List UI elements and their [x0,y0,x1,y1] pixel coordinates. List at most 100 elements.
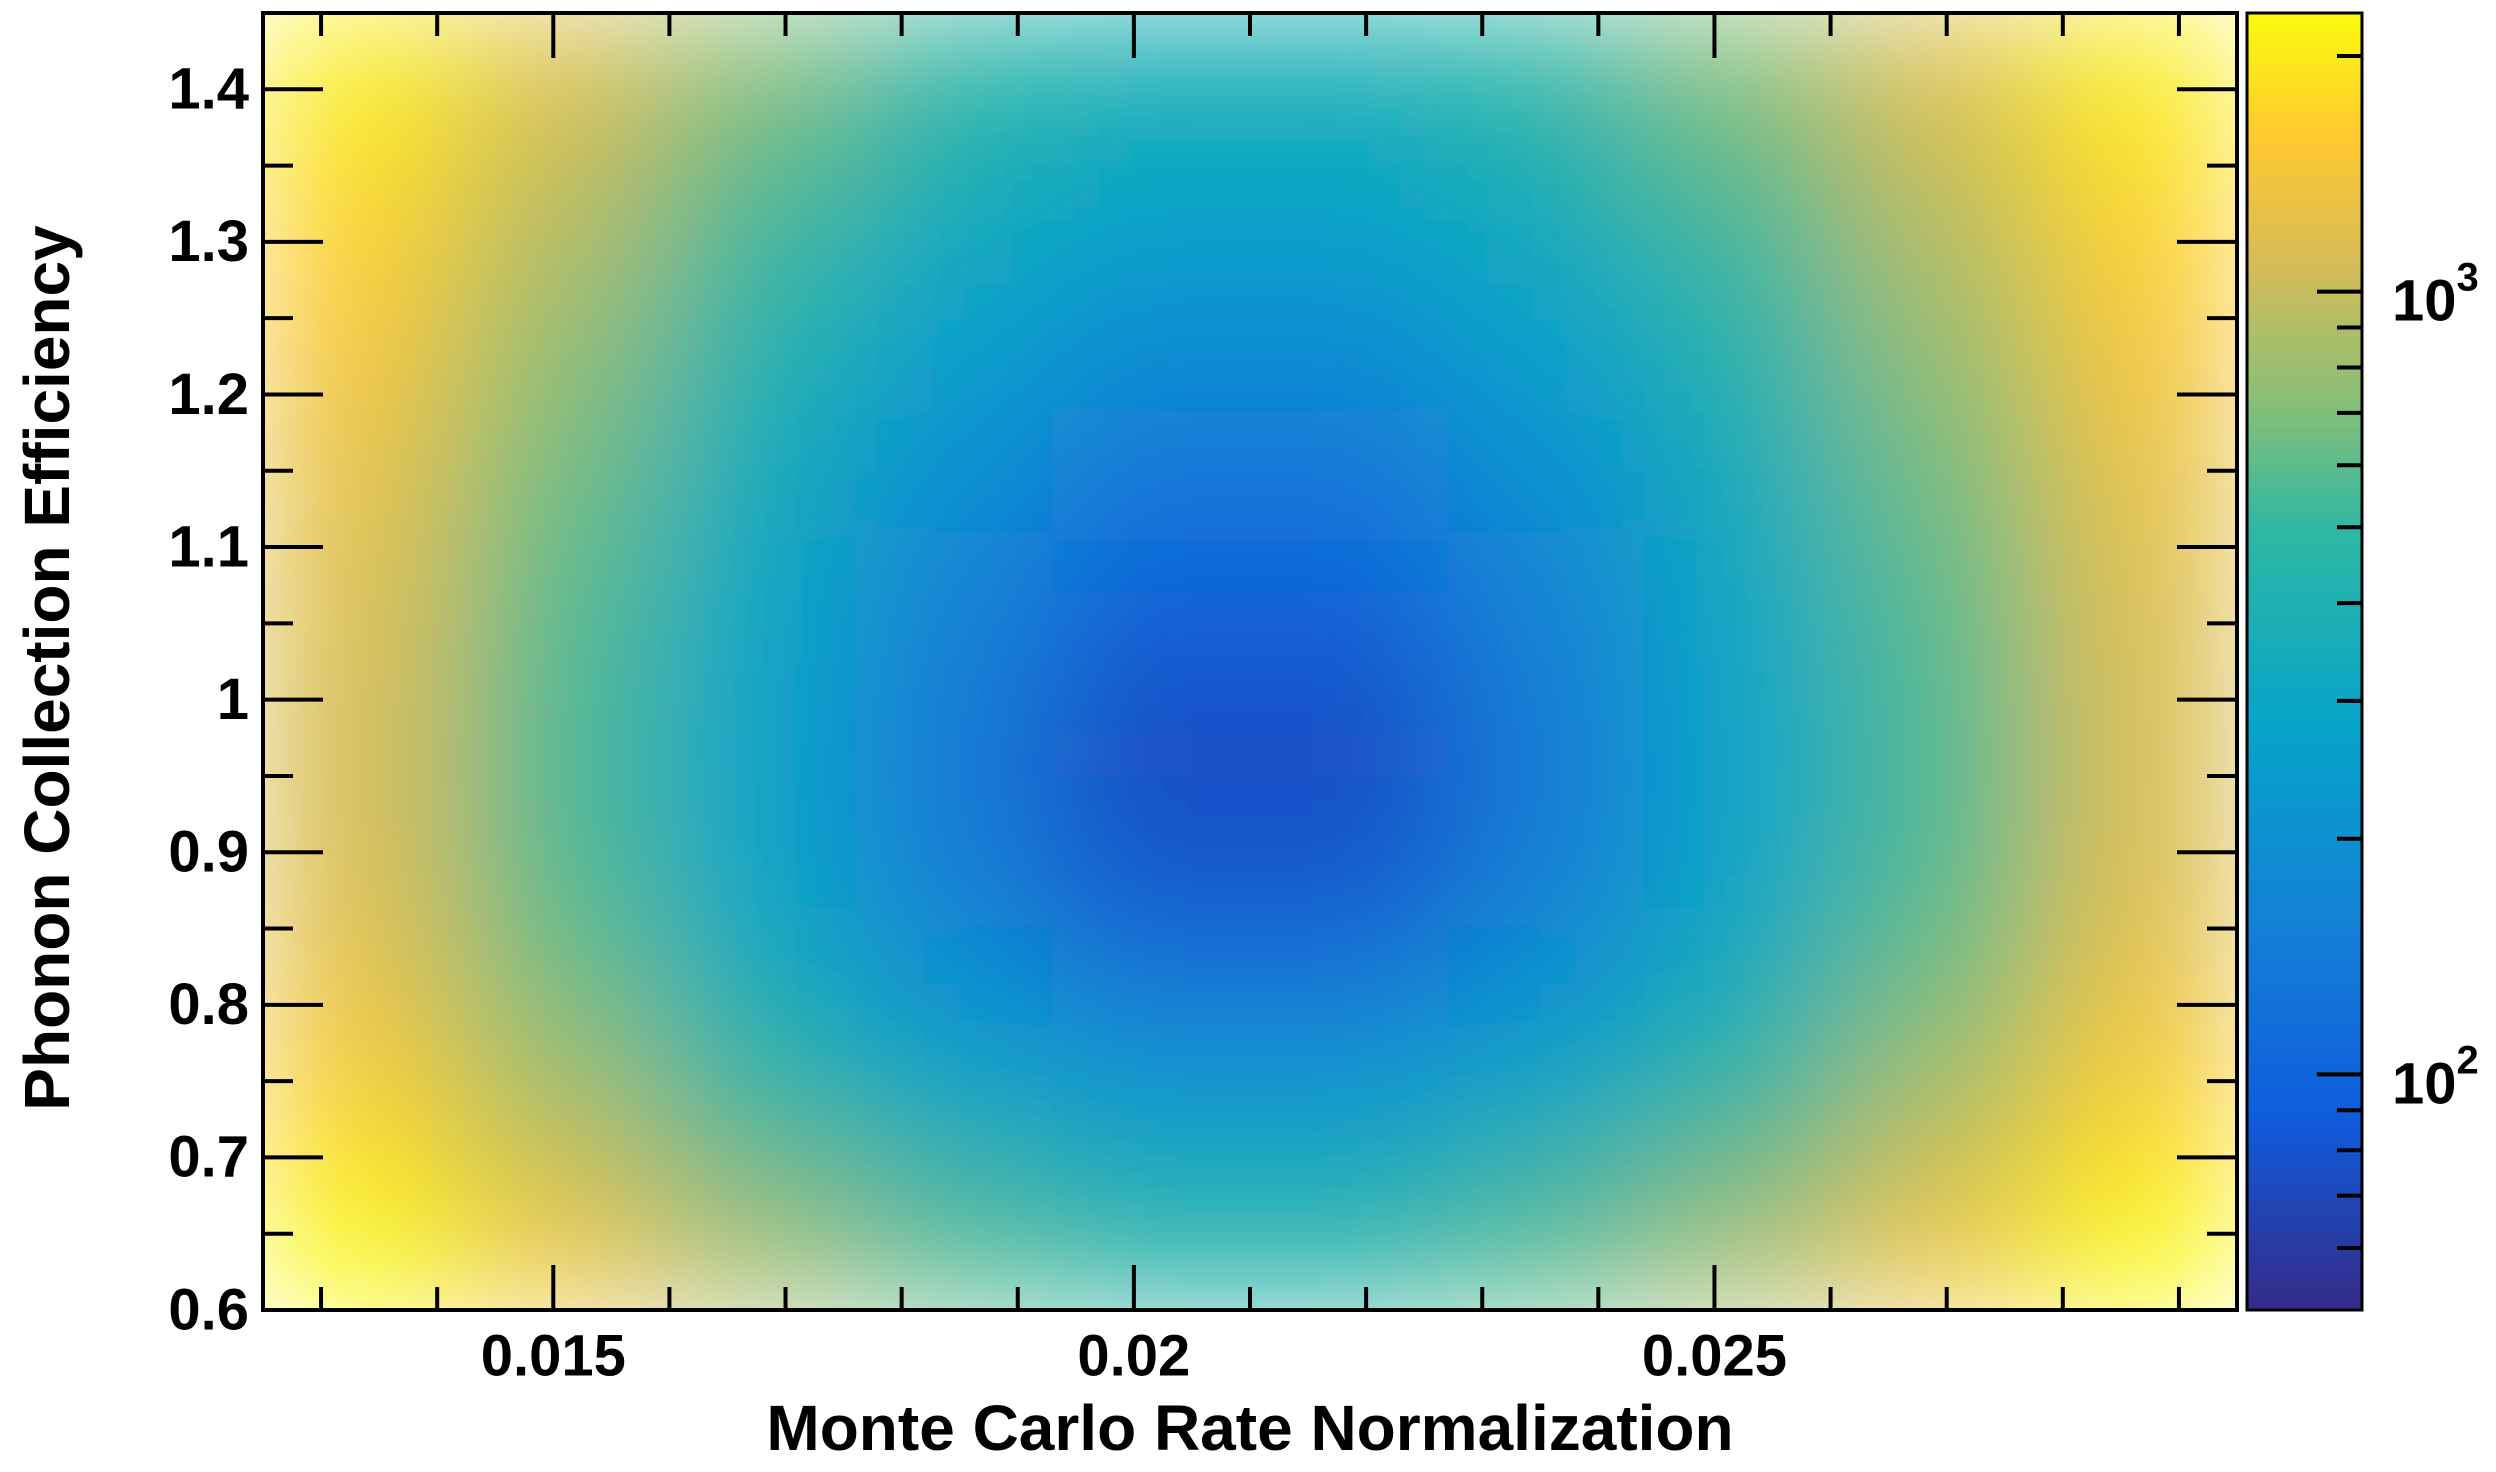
colorbar-step [2247,1134,2362,1143]
colorbar-step [2247,1297,2362,1305]
colorbar-step [2247,940,2362,948]
heat-cell [1446,13,1646,144]
colorbar-step [2247,778,2362,786]
colorbar-step [2247,531,2362,540]
colorbar-step [2247,259,2362,267]
colorbar-step [2247,499,2362,507]
heat-cell [1644,920,1843,1052]
colorbar-step [2247,129,2362,138]
colorbar-step [2247,155,2362,164]
colorbar-tick-label: 102 [2392,1038,2479,1117]
colorbar-tick-base: 10 [2392,1052,2457,1117]
colorbar-step [2247,103,2362,112]
colorbar-step [2247,285,2362,293]
colorbar-step [2247,201,2362,209]
colorbar-step [2247,505,2362,514]
ticks: 0.015 0.02 0.025 0.6 0.7 0.8 0.9 1 1.1 1.2 1.3 1.4 1… [168,11,2479,1388]
colorbar-step [2247,1024,2362,1033]
heat-cell [854,661,1054,792]
colorbar-step [2247,544,2362,553]
colorbar-step [2247,797,2362,806]
colorbar-step [2247,265,2362,274]
heat-cell [263,920,461,1052]
colorbar-step [2247,64,2362,73]
heat-cell [1446,531,1646,662]
colorbar-step [2247,642,2362,650]
heat-cell [657,13,856,144]
colorbar-step [2247,693,2362,702]
heat-cell [854,1179,1054,1310]
colorbar-step [2247,1193,2362,1201]
colorbar-frame [2245,11,2364,1312]
colorbar-step [2247,233,2362,241]
heat-cell [459,661,659,792]
y-tick-label: 1 [217,667,249,732]
heat-cell [1249,271,1448,403]
x-axis-title: Monte Carlo Rate Normalization [766,1392,1733,1464]
heat-cell [459,271,659,403]
colorbar-step [2247,447,2362,455]
heat-cell [2039,1050,2237,1181]
heat-cell [1249,920,1448,1052]
colorbar-step [2247,402,2362,410]
heat-cell [263,142,461,273]
colorbar-step [2247,356,2362,365]
colorbar-step [2247,324,2362,332]
colorbar-step [2247,564,2362,572]
colorbar-step [2247,1108,2362,1117]
colorbar-step [2247,609,2362,618]
colorbar-step [2247,473,2362,481]
colorbar-step [2247,317,2362,326]
colorbar-step [2247,434,2362,443]
heat-cell [459,1179,659,1310]
heat-cell [1841,920,2041,1052]
colorbar-step [2247,1121,2362,1130]
colorbar-step [2247,979,2362,987]
colorbar-step [2247,635,2362,644]
colorbar-step [2247,998,2362,1007]
heat-cell [2039,790,2237,922]
colorbar-step [2247,330,2362,339]
colorbar-step [2247,123,2362,131]
heat-cell [1841,1179,2041,1310]
heat-cell [1644,13,1843,144]
colorbar-step [2247,272,2362,280]
colorbar-step [2247,1290,2362,1299]
heat-cell [1249,1179,1448,1310]
colorbar-step [2247,363,2362,371]
colorbar-step [2247,337,2362,345]
colorbar-step [2247,771,2362,780]
x-tick-label: 0.02 [1077,1323,1190,1388]
heat-cell [1841,1050,2041,1181]
heat-cell [2039,271,2237,403]
colorbar-step [2247,1031,2362,1039]
colorbar-step [2247,745,2362,754]
colorbar-step [2247,700,2362,708]
heatmap [263,13,2237,1310]
heat-cell [854,401,1054,533]
heat-cell [1446,661,1646,792]
colorbar-step [2247,1277,2362,1286]
colorbar-step [2247,836,2362,845]
heat-cell [2039,661,2237,792]
colorbar-step [2247,1063,2362,1072]
colorbar-step [2247,90,2362,99]
heat-cell [263,661,461,792]
heat-cell [1052,1050,1251,1181]
heat-cell [854,531,1054,662]
heat-cell [263,271,461,403]
colorbar-step [2247,985,2362,994]
colorbar-step [2247,1212,2362,1221]
colorbar-step [2247,71,2362,79]
colorbar-step [2247,953,2362,961]
y-tick-label: 1.1 [168,514,249,579]
heat-cell [459,142,659,273]
colorbar-step [2247,856,2362,864]
heat-cell [1644,790,1843,922]
colorbar-step [2247,32,2362,40]
colorbar-step [2247,162,2362,170]
colorbar-step [2247,136,2362,144]
colorbar-step [2247,1057,2362,1065]
heat-cell [1841,13,2041,144]
heat-cell [1052,1179,1251,1310]
